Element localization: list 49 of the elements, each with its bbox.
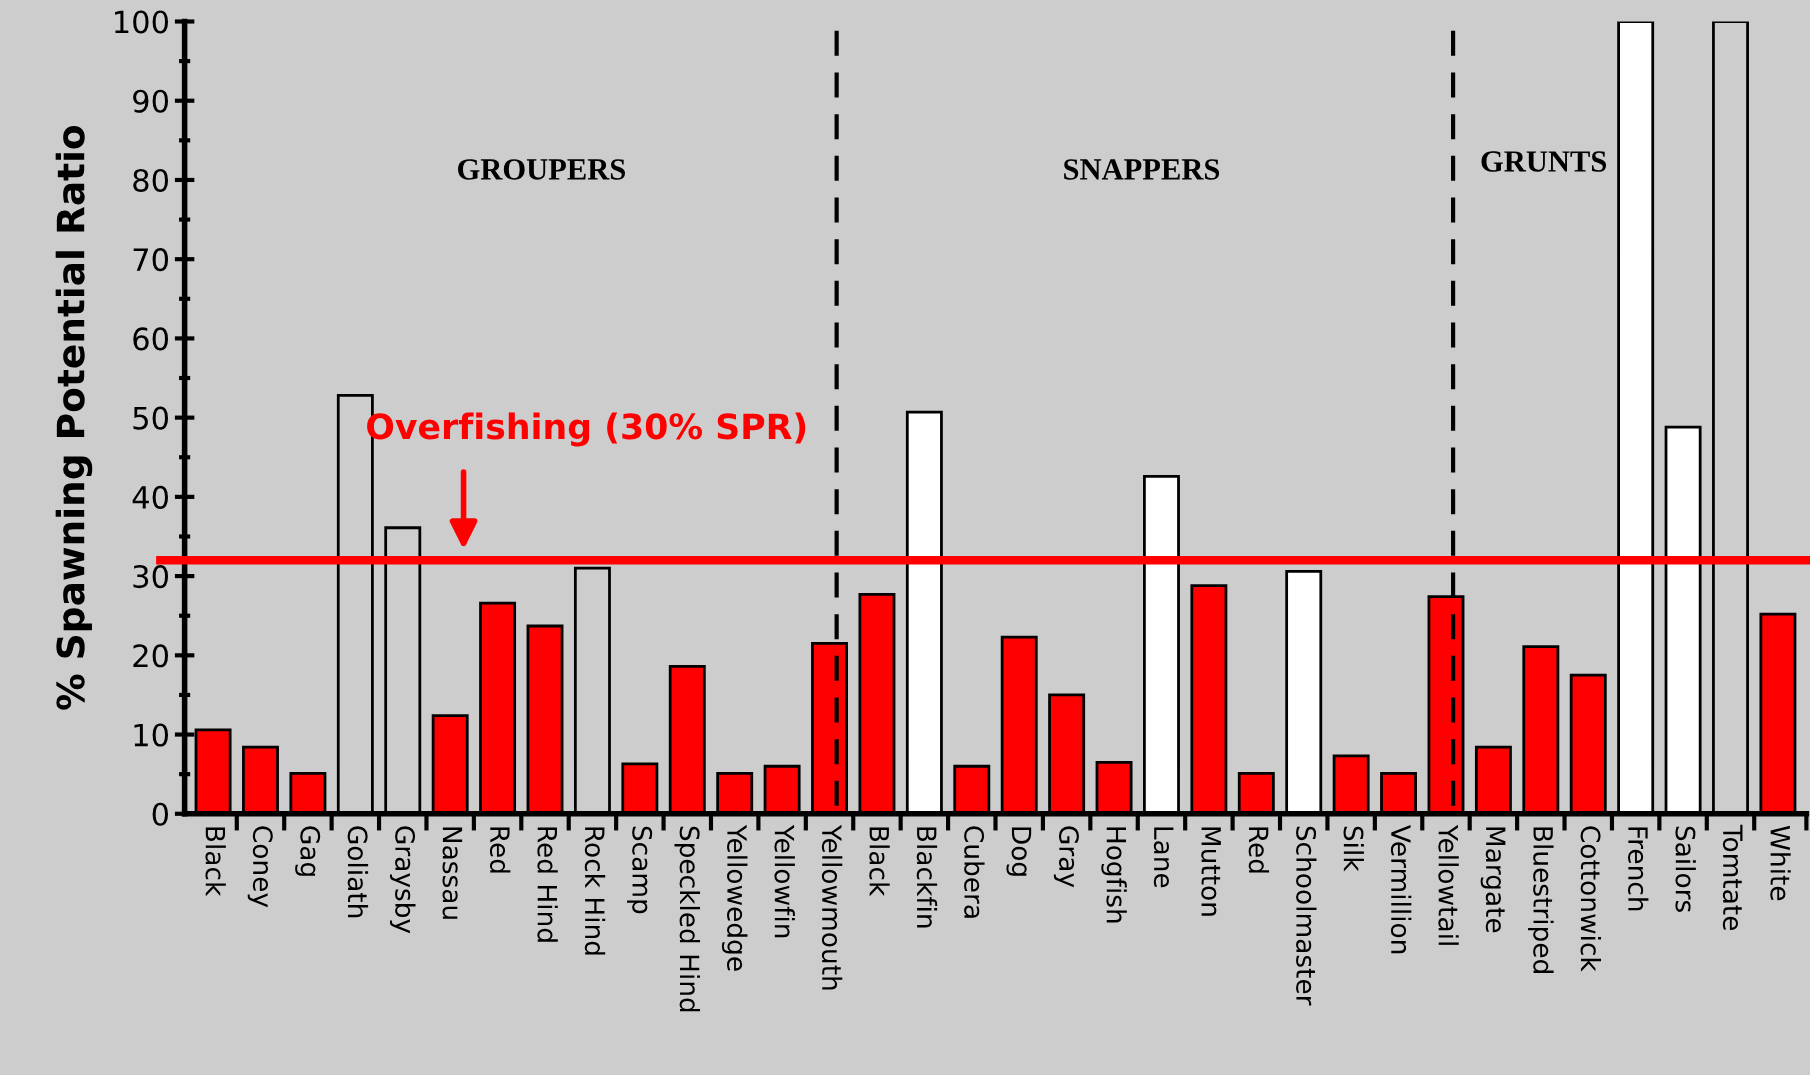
- x-tick-label: Dog: [1006, 827, 1032, 876]
- x-tick-label: Nassau: [442, 827, 463, 919]
- x-tick-label: Sailors: [1675, 826, 1696, 912]
- x-tick-label: Cubera: [964, 826, 985, 918]
- x-tick-label: Vermillion: [1390, 825, 1412, 954]
- y-tick-label: 40: [132, 485, 169, 509]
- y-tick-label: 50: [133, 406, 169, 430]
- y-tick-label: 10: [134, 723, 169, 747]
- x-tick-label: Yellowedge: [721, 824, 748, 971]
- x-tick-label: Silk: [1343, 826, 1364, 872]
- x-tick-label: Speckled Hind: [674, 826, 701, 1012]
- x-tick-label: Red: [1248, 827, 1270, 873]
- x-tick-label: Coney: [247, 826, 273, 908]
- x-tick-label: Mutton: [1201, 827, 1221, 916]
- x-tick-label: Rock Hind: [584, 827, 606, 955]
- x-tick-label: Margate: [1480, 827, 1506, 933]
- x-tick-label: Hogfish: [1101, 827, 1127, 923]
- y-tick-label: 80: [133, 168, 169, 192]
- x-tick-label: Blackfin: [916, 827, 938, 928]
- x-tick-label: Scamp: [627, 826, 653, 914]
- x-tick-label: Red: [489, 827, 511, 873]
- y-tick-label: 90: [133, 89, 169, 113]
- annotation: GROUPERS: [458, 159, 625, 180]
- y-tick-label: 60: [133, 327, 169, 351]
- x-tick-label: Yellowmouth: [821, 824, 843, 990]
- x-tick-label: Gag: [295, 826, 321, 876]
- y-tick-label: 100: [115, 10, 169, 34]
- x-tick-label: Yellowfin: [774, 824, 795, 938]
- y-tick-label: 30: [133, 565, 169, 589]
- x-tick-label: Black: [869, 827, 890, 897]
- y-tick-label: 70: [133, 248, 169, 272]
- x-tick-label: Lane: [1153, 827, 1174, 888]
- x-tick-label: Bluestriped: [1528, 827, 1554, 973]
- x-tick-label: Cottonwick: [1580, 826, 1602, 972]
- x-tick-label: White: [1770, 825, 1791, 901]
- y-axis-title: % Spawning Potential Ratio: [55, 125, 93, 710]
- x-tick-label: Yellowtail: [1438, 824, 1459, 945]
- x-tick-label: Graysby: [389, 826, 416, 934]
- y-tick-label: 20: [133, 644, 169, 668]
- x-tick-label: Tomtate: [1722, 824, 1743, 931]
- x-tick-label: Goliath: [347, 826, 369, 918]
- x-tick-label: French: [1628, 827, 1649, 911]
- x-tick-label: Schoolmaster: [1296, 826, 1317, 1006]
- annotation: GRUNTS: [1481, 151, 1607, 172]
- annotation: SNAPPERS: [1064, 159, 1220, 180]
- y-tick-label: 0: [152, 802, 169, 826]
- x-tick-label: Black: [205, 827, 226, 897]
- x-tick-label: Red Hind: [537, 827, 558, 942]
- x-tick-label: Gray: [1053, 826, 1079, 888]
